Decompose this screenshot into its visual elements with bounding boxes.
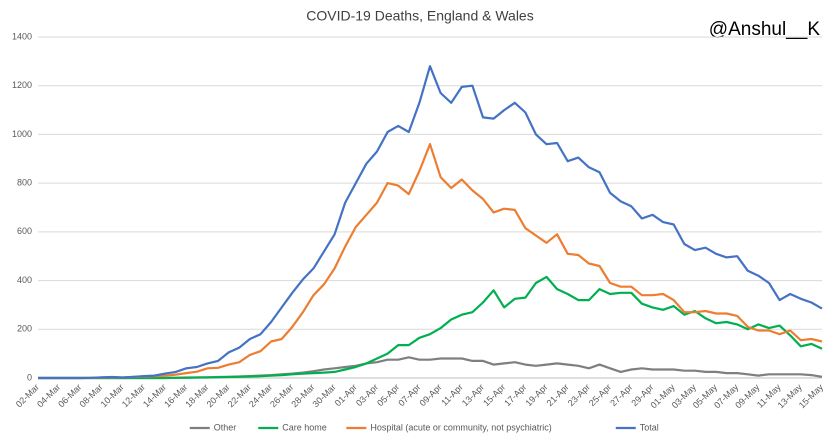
y-tick-label: 0 bbox=[27, 372, 32, 382]
legend-label: Care home bbox=[282, 422, 327, 432]
legend-label: Total bbox=[640, 422, 659, 432]
y-tick-label: 1000 bbox=[12, 129, 32, 139]
legend-label: Other bbox=[214, 422, 237, 432]
series-line bbox=[38, 65, 823, 380]
y-tick-label: 400 bbox=[17, 275, 32, 285]
chart-title: COVID-19 Deaths, England & Wales bbox=[306, 8, 533, 24]
y-tick-label: 800 bbox=[17, 178, 32, 188]
watermark: @Anshul__K bbox=[709, 19, 821, 40]
series-line bbox=[38, 143, 823, 380]
y-tick-label: 600 bbox=[17, 226, 32, 236]
y-tick-label: 200 bbox=[17, 324, 32, 334]
legend-label: Hospital (acute or community, not psychi… bbox=[370, 422, 551, 432]
y-tick-label: 1200 bbox=[12, 80, 32, 90]
y-tick-label: 1400 bbox=[12, 31, 32, 41]
